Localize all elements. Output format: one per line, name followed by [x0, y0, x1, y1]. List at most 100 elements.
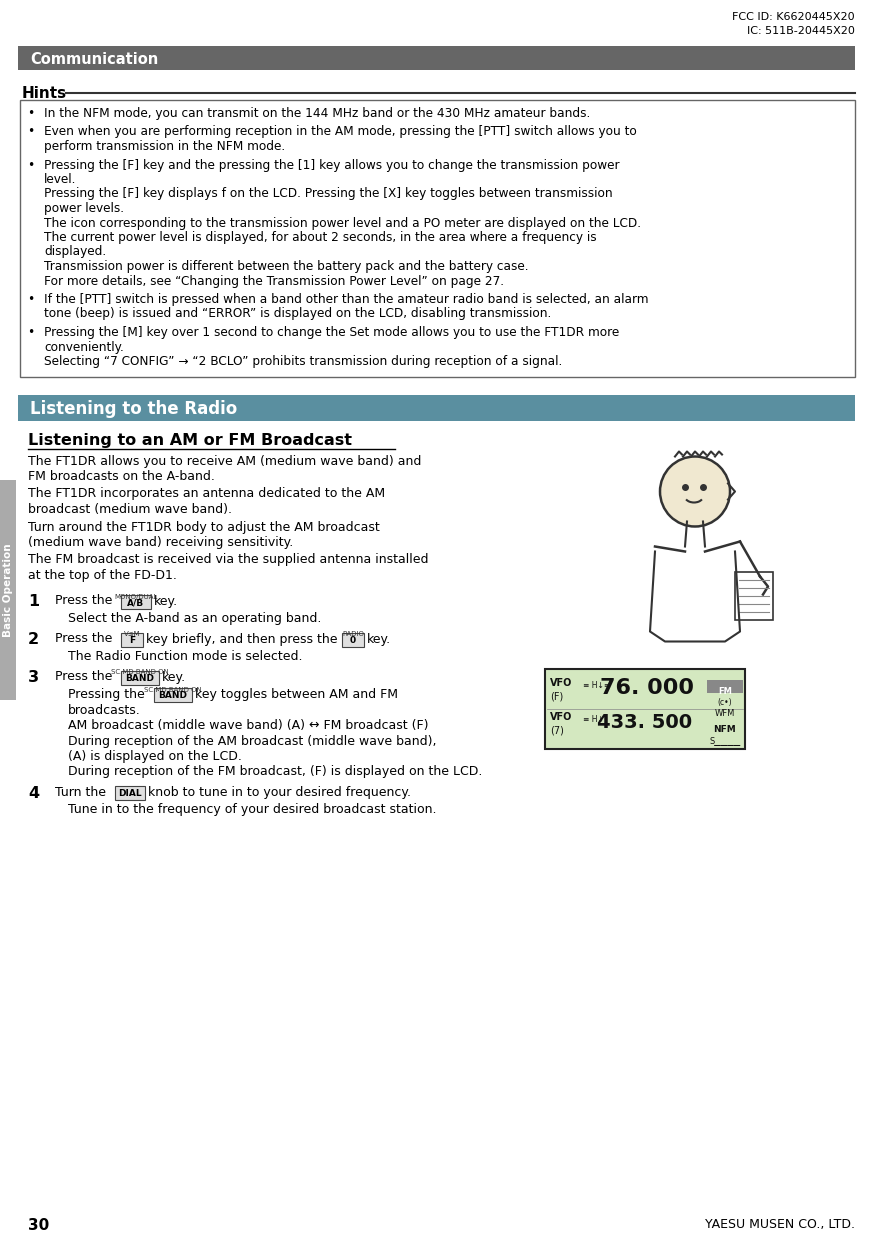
Text: FM broadcasts on the A-band.: FM broadcasts on the A-band.: [28, 470, 215, 484]
Circle shape: [660, 456, 730, 527]
Text: Even when you are performing reception in the AM mode, pressing the [PTT] switch: Even when you are performing reception i…: [44, 125, 636, 139]
Text: (c•): (c•): [718, 698, 732, 708]
Text: •: •: [27, 107, 34, 120]
Text: The icon corresponding to the transmission power level and a PO meter are displa: The icon corresponding to the transmissi…: [44, 217, 641, 229]
Text: The current power level is displayed, for about 2 seconds, in the area where a f: The current power level is displayed, fo…: [44, 231, 596, 244]
Text: SC.MD BAND ON: SC.MD BAND ON: [111, 670, 168, 676]
Text: •: •: [27, 159, 34, 171]
Text: key toggles between AM and FM: key toggles between AM and FM: [195, 688, 398, 701]
Text: knob to tune in to your desired frequency.: knob to tune in to your desired frequenc…: [148, 786, 411, 799]
Text: Pressing the [F] key displays f on the LCD. Pressing the [X] key toggles between: Pressing the [F] key displays f on the L…: [44, 187, 613, 201]
Text: Select the A-band as an operating band.: Select the A-band as an operating band.: [68, 613, 321, 625]
Text: (A) is displayed on the LCD.: (A) is displayed on the LCD.: [68, 750, 242, 763]
Bar: [545, 668, 745, 749]
Text: V≤M: V≤M: [124, 631, 141, 637]
Text: During reception of the FM broadcast, (F) is displayed on the LCD.: During reception of the FM broadcast, (F…: [68, 765, 483, 779]
Text: 2: 2: [28, 632, 39, 647]
Text: 76. 000: 76. 000: [600, 678, 694, 698]
Text: Turn around the FT1DR body to adjust the AM broadcast: Turn around the FT1DR body to adjust the…: [28, 521, 380, 533]
Text: conveniently.: conveniently.: [44, 341, 124, 353]
Text: Transmission power is different between the battery pack and the battery case.: Transmission power is different between …: [44, 260, 528, 273]
Text: The Radio Function mode is selected.: The Radio Function mode is selected.: [68, 650, 303, 663]
Text: VFO: VFO: [550, 678, 573, 688]
Text: Communication: Communication: [30, 52, 158, 67]
Text: •: •: [27, 293, 34, 306]
Text: In the NFM mode, you can transmit on the 144 MHz band or the 430 MHz amateur ban: In the NFM mode, you can transmit on the…: [44, 107, 590, 120]
Text: Pressing the: Pressing the: [68, 688, 145, 701]
Text: Listening to an AM or FM Broadcast: Listening to an AM or FM Broadcast: [28, 433, 352, 448]
Text: Press the: Press the: [55, 594, 113, 608]
Text: RADIO: RADIO: [342, 631, 364, 637]
Text: S▁▁▁▁: S▁▁▁▁: [710, 738, 740, 746]
Text: broadcast (medium wave band).: broadcast (medium wave band).: [28, 503, 232, 516]
Text: key briefly, and then press the: key briefly, and then press the: [146, 632, 338, 646]
Text: •: •: [27, 125, 34, 139]
Text: •: •: [27, 326, 34, 339]
Text: key.: key.: [154, 594, 178, 608]
Text: WFM: WFM: [715, 708, 735, 718]
Text: at the top of the FD-D1.: at the top of the FD-D1.: [28, 569, 177, 582]
Text: power levels.: power levels.: [44, 202, 124, 215]
Text: 30: 30: [28, 1218, 49, 1233]
Text: MONO/DUAL: MONO/DUAL: [114, 594, 158, 599]
Text: perform transmission in the NFM mode.: perform transmission in the NFM mode.: [44, 140, 285, 153]
Text: FCC ID: K6620445X20: FCC ID: K6620445X20: [732, 12, 855, 22]
Text: BAND: BAND: [159, 692, 188, 701]
Bar: [18, 394, 855, 420]
Text: Basic Operation: Basic Operation: [3, 543, 13, 637]
Text: YAESU MUSEN CO., LTD.: YAESU MUSEN CO., LTD.: [705, 1218, 855, 1231]
Bar: [20, 100, 855, 377]
Text: 433. 500: 433. 500: [597, 713, 692, 732]
Text: NFM: NFM: [713, 724, 736, 734]
Text: Tune in to the frequency of your desired broadcast station.: Tune in to the frequency of your desired…: [68, 804, 436, 816]
Text: ≡ H↓: ≡ H↓: [583, 714, 604, 723]
Text: The FM broadcast is received via the supplied antenna installed: The FM broadcast is received via the sup…: [28, 553, 429, 567]
Text: 0: 0: [350, 636, 356, 645]
Bar: [121, 671, 159, 684]
Text: SC.MD BAND ON: SC.MD BAND ON: [144, 687, 202, 693]
Text: VFO: VFO: [550, 713, 573, 723]
Bar: [115, 786, 145, 800]
Text: ≡ H↓≡: ≡ H↓≡: [583, 681, 610, 689]
Text: (F): (F): [550, 692, 563, 702]
Text: level.: level.: [44, 174, 76, 186]
Text: displayed.: displayed.: [44, 246, 107, 258]
Text: FM: FM: [718, 687, 732, 696]
Text: key.: key.: [162, 671, 186, 683]
Text: key.: key.: [367, 632, 391, 646]
Bar: [121, 594, 151, 609]
Bar: [154, 688, 192, 702]
Text: Selecting “7 CONFIG” → “2 BCLO” prohibits transmission during reception of a sig: Selecting “7 CONFIG” → “2 BCLO” prohibit…: [44, 355, 562, 368]
Text: Pressing the [M] key over 1 second to change the Set mode allows you to use the : Pressing the [M] key over 1 second to ch…: [44, 326, 619, 339]
Bar: [18, 46, 855, 69]
Text: 1: 1: [28, 594, 39, 610]
Text: (7): (7): [550, 725, 564, 735]
Bar: [735, 572, 773, 620]
Text: F: F: [129, 636, 135, 645]
Text: The FT1DR allows you to receive AM (medium wave band) and: The FT1DR allows you to receive AM (medi…: [28, 455, 422, 467]
Text: Listening to the Radio: Listening to the Radio: [30, 399, 237, 418]
Text: Press the: Press the: [55, 632, 113, 646]
Text: tone (beep) is issued and “ERROR” is displayed on the LCD, disabling transmissio: tone (beep) is issued and “ERROR” is dis…: [44, 308, 551, 320]
Bar: [121, 632, 143, 646]
Text: The FT1DR incorporates an antenna dedicated to the AM: The FT1DR incorporates an antenna dedica…: [28, 487, 385, 501]
Text: DIAL: DIAL: [118, 790, 141, 799]
Bar: [342, 632, 364, 646]
Text: (medium wave band) receiving sensitivity.: (medium wave band) receiving sensitivity…: [28, 536, 293, 549]
Text: AM broadcast (middle wave band) (A) ↔ FM broadcast (F): AM broadcast (middle wave band) (A) ↔ FM…: [68, 719, 429, 732]
Text: Pressing the [F] key and the pressing the [1] key allows you to change the trans: Pressing the [F] key and the pressing th…: [44, 159, 620, 171]
Text: If the [PTT] switch is pressed when a band other than the amateur radio band is : If the [PTT] switch is pressed when a ba…: [44, 293, 649, 306]
Text: Hints: Hints: [22, 86, 67, 100]
Text: Turn the: Turn the: [55, 786, 106, 799]
Text: Press the: Press the: [55, 671, 113, 683]
Text: During reception of the AM broadcast (middle wave band),: During reception of the AM broadcast (mi…: [68, 734, 436, 748]
Text: BAND: BAND: [126, 675, 155, 683]
Text: A/B: A/B: [127, 598, 145, 608]
Text: For more details, see “Changing the Transmission Power Level” on page 27.: For more details, see “Changing the Tran…: [44, 274, 504, 288]
Bar: [0, 480, 16, 701]
Text: IC: 511B-20445X20: IC: 511B-20445X20: [747, 26, 855, 36]
Text: broadcasts.: broadcasts.: [68, 703, 141, 717]
Bar: [707, 680, 743, 692]
Text: 3: 3: [28, 671, 39, 686]
Text: 4: 4: [28, 786, 39, 801]
